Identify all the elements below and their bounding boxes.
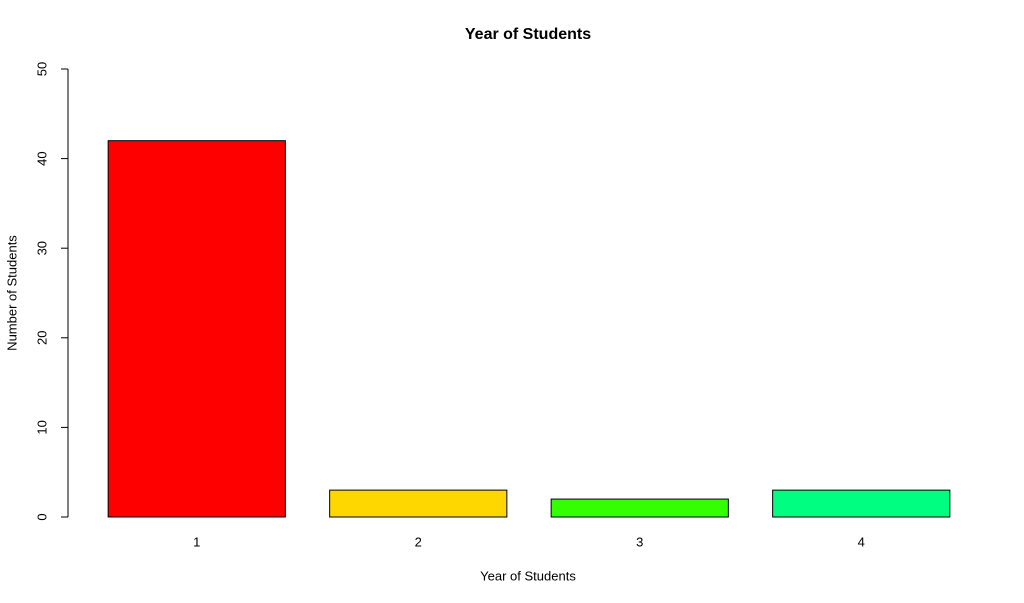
y-tick-label: 30 [34,241,49,255]
x-tick-label: 4 [858,534,865,549]
bar [550,498,729,518]
y-tick-label: 0 [34,513,49,520]
y-tick-label: 40 [34,151,49,165]
x-tick-label: 3 [636,534,643,549]
x-axis-label: Year of Students [480,568,576,583]
y-axis-label: Number of Students [4,235,19,351]
bar [772,489,951,518]
y-tick-label: 50 [34,62,49,76]
bar [107,140,286,518]
y-tick-label: 10 [34,420,49,434]
y-tick-label: 20 [34,331,49,345]
bar [329,489,508,518]
chart-title: Year of Students [465,26,591,43]
x-tick-label: 1 [193,534,200,549]
x-tick-label: 2 [415,534,422,549]
